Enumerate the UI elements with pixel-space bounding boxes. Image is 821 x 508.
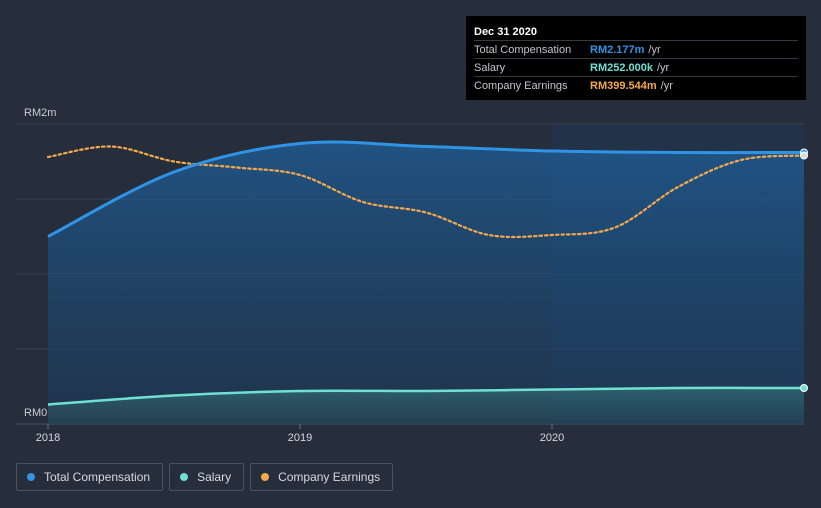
- legend-dot-icon: [180, 473, 189, 481]
- legend-item-salary[interactable]: Salary: [169, 463, 245, 491]
- legend: Total Compensation Salary Company Earnin…: [16, 463, 394, 491]
- total-compensation-line: [47, 140, 805, 238]
- tooltip-value: RM399.544m: [590, 79, 657, 92]
- tooltip-unit: /yr: [657, 61, 670, 74]
- y-tick-label-top: RM2m: [24, 107, 56, 119]
- tooltip-value: RM2.177m: [590, 43, 645, 56]
- x-axis: 2018 2019 2020: [36, 424, 564, 444]
- legend-label: Salary: [197, 470, 232, 484]
- total-compensation-area: [48, 141, 804, 424]
- tooltip-label: Total Compensation: [474, 43, 572, 56]
- legend-dot-icon: [261, 473, 270, 481]
- y-tick-label-bottom: RM0: [24, 407, 47, 419]
- legend-label: Total Compensation: [44, 470, 151, 484]
- salary-end-marker: [800, 384, 808, 392]
- tooltip-row-salary: Salary RM252.000k /yr: [474, 58, 798, 76]
- tooltip-unit: /yr: [648, 43, 661, 56]
- tooltip-row-company-earnings: Company Earnings RM399.544m /yr: [474, 76, 798, 94]
- tooltip-label: Company Earnings: [474, 79, 568, 92]
- end-markers: [800, 148, 808, 392]
- tooltip-date: Dec 31 2020: [474, 26, 537, 38]
- x-tick-label: 2019: [288, 432, 312, 444]
- tooltip-row-total-compensation: Total Compensation RM2.177m /yr: [474, 40, 798, 58]
- tooltip-value: RM252.000k: [590, 61, 653, 74]
- legend-item-company-earnings[interactable]: Company Earnings: [250, 463, 394, 491]
- legend-item-total-compensation[interactable]: Total Compensation: [16, 463, 164, 491]
- legend-dot-icon: [27, 473, 35, 481]
- x-tick-label: 2020: [540, 432, 564, 444]
- salary-area: [48, 387, 804, 424]
- tooltip-unit: /yr: [660, 79, 673, 92]
- legend-label: Company Earnings: [278, 470, 381, 484]
- salary-line: [47, 386, 805, 406]
- x-tick-label: 2018: [36, 432, 60, 444]
- company-earnings-end-marker: [800, 151, 808, 160]
- tooltip: Dec 31 2020 Total Compensation RM2.177m …: [466, 16, 806, 100]
- company-earnings-line: [46, 145, 806, 239]
- tooltip-label: Salary: [474, 61, 506, 74]
